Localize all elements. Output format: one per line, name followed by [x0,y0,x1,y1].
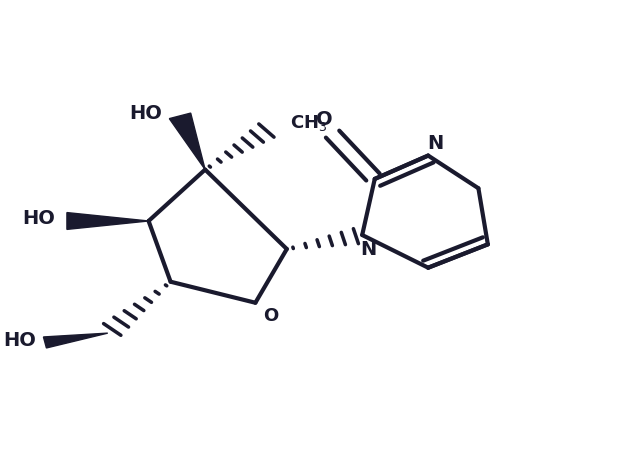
Polygon shape [44,333,108,348]
Text: HO: HO [129,104,162,123]
Polygon shape [67,212,148,229]
Polygon shape [170,113,205,170]
Text: HO: HO [22,209,55,228]
Text: CH$_3$: CH$_3$ [290,113,328,133]
Text: O: O [264,307,279,325]
Text: HO: HO [3,330,36,350]
Text: N: N [360,240,376,259]
Text: O: O [316,110,333,129]
Text: N: N [428,134,444,153]
